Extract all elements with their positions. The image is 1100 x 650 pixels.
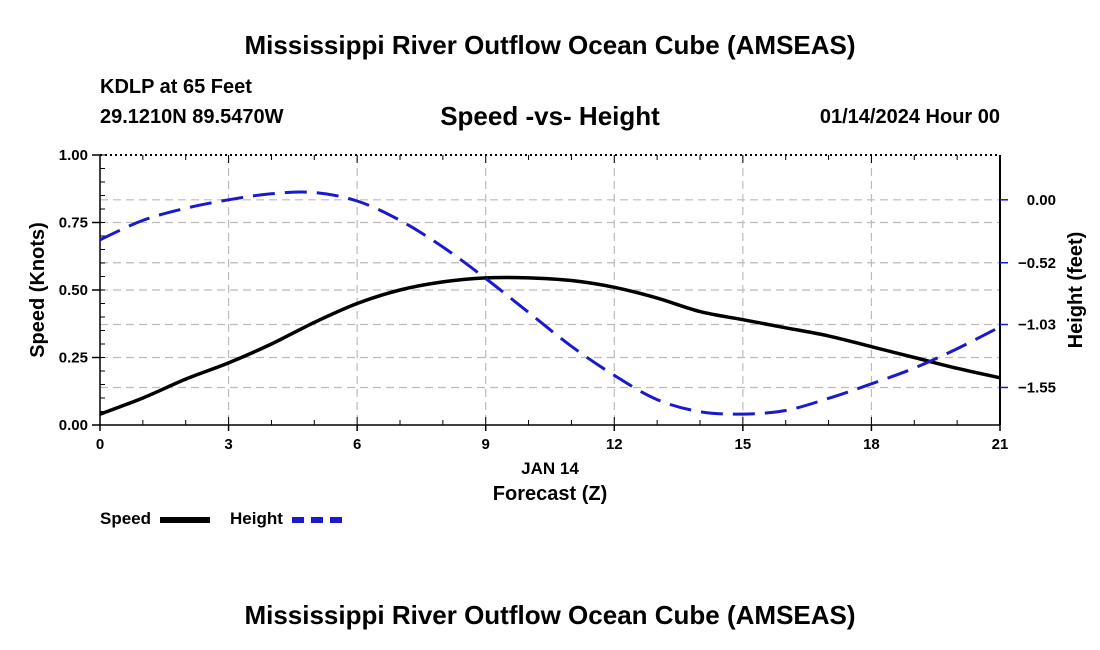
chart-subtitle-text: Speed -vs- Height bbox=[440, 101, 660, 131]
forecast-datetime: 01/14/2024 Hour 00 bbox=[819, 106, 1000, 128]
y2-tick-label: −0.52 bbox=[1018, 255, 1056, 272]
y2-tick-label: −1.55 bbox=[1018, 379, 1056, 396]
x-axis-title: Forecast (Z) bbox=[493, 483, 607, 505]
chart-main-title: Mississippi River Outflow Ocean Cube (AM… bbox=[244, 30, 856, 60]
x-tick-label: 3 bbox=[224, 436, 232, 453]
x-tick-label: 6 bbox=[353, 436, 361, 453]
station-label: KDLP at 65 Feet bbox=[100, 76, 252, 98]
x-tick-label: 21 bbox=[992, 436, 1009, 453]
x-axis-date-label: JAN 14 bbox=[521, 459, 579, 478]
legend-speed-swatch bbox=[160, 517, 210, 523]
repeated-title: Mississippi River Outflow Ocean Cube (AM… bbox=[244, 600, 856, 630]
grid-lines bbox=[100, 155, 1000, 425]
y-axis-title: Speed (Knots) bbox=[27, 222, 49, 358]
x-tick-label: 9 bbox=[482, 436, 490, 453]
speed-series-line bbox=[99, 275, 1001, 416]
y-tick-label: 1.00 bbox=[59, 147, 88, 164]
y-tick-label: 0.50 bbox=[59, 282, 88, 299]
height-series-line bbox=[99, 190, 1001, 416]
y-tick-label: 0.00 bbox=[59, 417, 88, 434]
axes: 0 3 6 9 12 15 18 21 0.00 0.25 0.50 0.75 1.00 0.00 −0.5… bbox=[59, 147, 1056, 453]
station-coordinates: 29.1210N 89.5470W bbox=[100, 106, 284, 128]
x-tick-label: 12 bbox=[606, 436, 623, 453]
y2-tick-label: 0.00 bbox=[1027, 192, 1056, 209]
y-tick-label: 0.25 bbox=[59, 350, 88, 367]
legend-speed-label: Speed bbox=[100, 509, 152, 528]
chart-subtitle: Speed -vs- Height bbox=[0, 101, 1100, 132]
y-tick-label: 0.75 bbox=[59, 215, 88, 232]
series-lines bbox=[99, 190, 1001, 416]
x-tick-label: 15 bbox=[735, 436, 752, 453]
legend-height-label: Height bbox=[230, 509, 283, 528]
x-tick-label: 0 bbox=[96, 436, 104, 453]
legend-height-swatch bbox=[292, 517, 342, 523]
x-tick-label: 18 bbox=[863, 436, 880, 453]
axis-labels: JAN 14 Forecast (Z) Speed (Knots) Height… bbox=[27, 222, 1087, 505]
y2-tick-label: −1.03 bbox=[1018, 317, 1056, 334]
y2-axis-title: Height (feet) bbox=[1065, 232, 1087, 349]
